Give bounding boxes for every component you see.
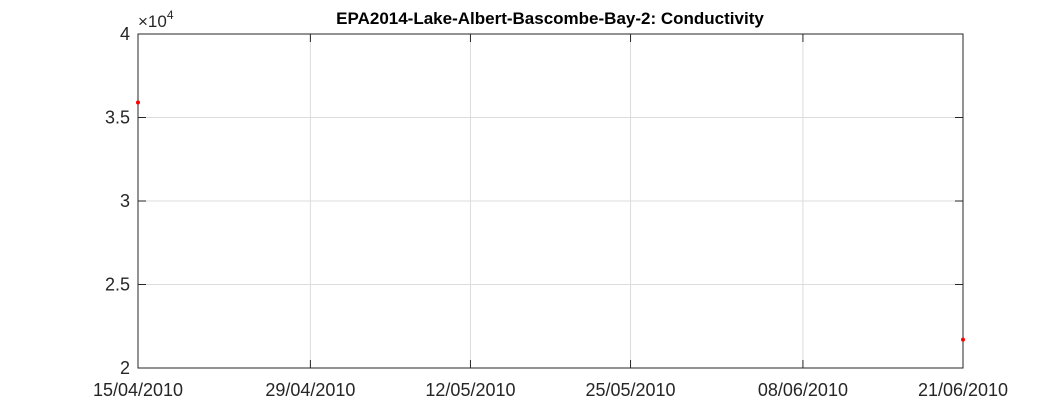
- y-tick-label: 2: [120, 358, 130, 378]
- y-exponent-power: 4: [167, 8, 174, 22]
- grid-lines: [138, 34, 963, 368]
- chart-title: EPA2014-Lake-Albert-Bascombe-Bay-2: Cond…: [336, 9, 764, 28]
- y-exponent-base: ×10: [138, 12, 167, 31]
- tick-marks: [137, 33, 964, 369]
- y-tick-label: 3.5: [105, 108, 130, 128]
- x-tick-label: 15/04/2010: [93, 380, 183, 400]
- x-tick-labels: 15/04/2010 29/04/2010 12/05/2010 25/05/2010…: [93, 380, 1008, 400]
- data-point: [136, 100, 140, 105]
- data-points: [136, 100, 965, 342]
- y-tick-label: 4: [120, 24, 130, 44]
- y-tick-label: 3: [120, 191, 130, 211]
- y-exponent-label: ×104: [138, 8, 174, 31]
- svg-text:×104: ×104: [138, 8, 174, 31]
- x-tick-label: 25/05/2010: [585, 380, 675, 400]
- y-tick-labels: 2 2.5 3 3.5 4: [105, 24, 130, 378]
- x-tick-label: 21/06/2010: [918, 380, 1008, 400]
- data-point: [961, 337, 965, 342]
- x-tick-label: 29/04/2010: [265, 380, 355, 400]
- x-tick-label: 12/05/2010: [425, 380, 515, 400]
- y-tick-label: 2.5: [105, 275, 130, 295]
- x-tick-label: 08/06/2010: [758, 380, 848, 400]
